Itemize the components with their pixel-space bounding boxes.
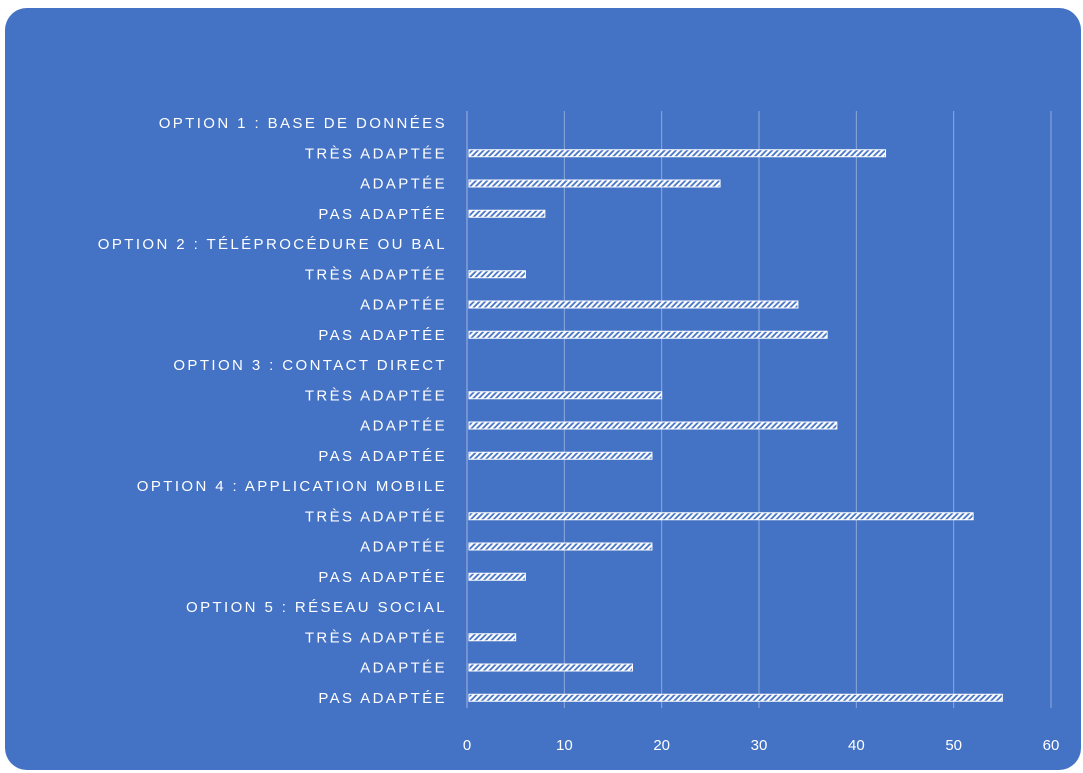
category-label: ADAPTÉE	[360, 418, 447, 435]
bar	[468, 179, 721, 188]
bar	[468, 663, 633, 672]
bar	[468, 693, 1003, 702]
bar	[468, 451, 653, 460]
category-label: ADAPTÉE	[360, 176, 447, 193]
category-label: OPTION 2 : TÉLÉPROCÉDURE OU BAL	[98, 236, 447, 253]
x-tick-label: 50	[945, 737, 962, 754]
category-label: TRÈS ADAPTÉE	[305, 508, 447, 525]
bar-chart: OPTION 1 : BASE DE DONNÉES TRÈS ADAPTÉE AD…	[98, 111, 1060, 754]
category-label: PAS ADAPTÉE	[318, 448, 447, 465]
bar	[468, 572, 526, 581]
x-tick-label: 30	[751, 737, 768, 754]
x-tick-label: 0	[463, 737, 471, 754]
x-tick-label: 10	[556, 737, 573, 754]
bars	[468, 149, 1003, 702]
x-tick-label: 40	[848, 737, 865, 754]
category-labels: OPTION 1 : BASE DE DONNÉES TRÈS ADAPTÉE AD…	[98, 115, 447, 707]
category-label: OPTION 4 : APPLICATION MOBILE	[137, 478, 447, 495]
category-label: PAS ADAPTÉE	[318, 569, 447, 586]
bar	[468, 330, 828, 339]
category-label: ADAPTÉE	[360, 539, 447, 556]
x-tick-label: 20	[653, 737, 670, 754]
x-axis-ticks: 0 10 20 30 40 50 60	[463, 737, 1060, 754]
bar	[468, 300, 799, 309]
bar	[468, 512, 974, 521]
category-label: TRÈS ADAPTÉE	[305, 266, 447, 283]
bar	[468, 542, 653, 551]
category-label: OPTION 3 : CONTACT DIRECT	[173, 357, 447, 374]
category-label: OPTION 5 : RÉSEAU SOCIAL	[186, 599, 447, 616]
category-label: OPTION 1 : BASE DE DONNÉES	[159, 115, 447, 132]
category-label: ADAPTÉE	[360, 660, 447, 677]
chart-panel: OPTION 1 : BASE DE DONNÉES TRÈS ADAPTÉE AD…	[5, 8, 1081, 770]
category-label: ADAPTÉE	[360, 297, 447, 314]
bar	[468, 270, 526, 279]
bar	[468, 209, 546, 218]
gridlines	[466, 111, 1052, 708]
category-label: TRÈS ADAPTÉE	[305, 387, 447, 404]
category-label: TRÈS ADAPTÉE	[305, 145, 447, 162]
x-tick-label: 60	[1043, 737, 1060, 754]
bar	[468, 633, 517, 642]
category-label: PAS ADAPTÉE	[318, 690, 447, 707]
category-label: PAS ADAPTÉE	[318, 327, 447, 344]
bar	[468, 149, 887, 158]
bar	[468, 391, 663, 400]
bar	[468, 421, 838, 430]
category-label: TRÈS ADAPTÉE	[305, 629, 447, 646]
category-label: PAS ADAPTÉE	[318, 206, 447, 223]
